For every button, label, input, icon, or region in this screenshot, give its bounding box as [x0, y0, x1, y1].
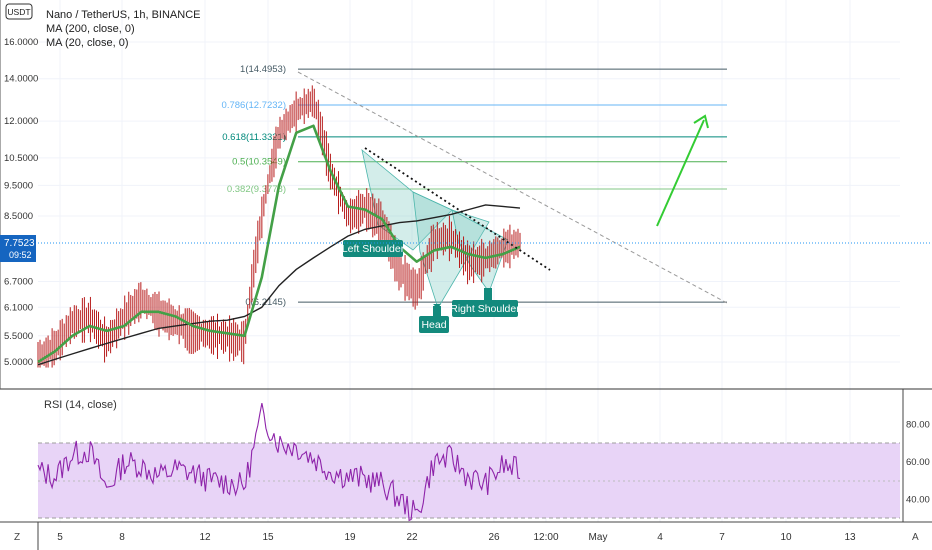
rsi-tick-label: 80.00: [906, 419, 930, 430]
time-tick-label: 26: [488, 532, 500, 543]
price-tick-label: 6.7000: [4, 276, 33, 287]
fib-label-0-5: 0.5(10.3549): [232, 157, 286, 168]
time-tick-label: 12: [199, 532, 211, 543]
rsi-axis[interactable]: 80.00 60.00 40.00: [906, 419, 930, 505]
label-right-shoulder-text: Right Shoulder: [450, 303, 520, 315]
label-right-shoulder[interactable]: Right Shoulder: [450, 288, 520, 317]
time-tick-label: 12:00: [533, 532, 558, 543]
time-tick-label: 22: [406, 532, 418, 543]
time-tick-label: 19: [344, 532, 356, 543]
legend: Nano / TetherUS, 1h, BINANCE MA (200, cl…: [46, 8, 200, 50]
projection-arrow[interactable]: [656, 114, 709, 227]
study-ma200[interactable]: MA (200, close, 0): [46, 23, 135, 35]
symbol-badge-text: USDT: [7, 7, 30, 17]
time-tick-label: 15: [262, 532, 274, 543]
time-tick-label: 7: [719, 532, 725, 543]
rsi-tick-label: 40.00: [906, 494, 930, 505]
time-tick-label: 8: [119, 532, 125, 543]
label-left-shoulder[interactable]: Left Shoulder: [342, 240, 405, 257]
price-tick-label: 14.0000: [4, 74, 38, 85]
current-price-countdown: 09:52: [9, 250, 32, 260]
price-tick-label: 9.5000: [4, 180, 33, 191]
price-tick-label: 12.0000: [4, 116, 38, 127]
chart-title[interactable]: Nano / TetherUS, 1h, BINANCE: [46, 9, 201, 21]
price-tick-label: 16.0000: [4, 37, 38, 48]
rsi-tick-label: 60.00: [906, 457, 930, 468]
ma200-line: [37, 204, 521, 366]
label-head[interactable]: Head: [419, 304, 449, 333]
rsi-label: RSI (14, close): [44, 399, 117, 411]
time-axis[interactable]: 5 8 12 15 19 22 26 12:00 May 4 7 10 13: [57, 532, 856, 543]
price-axis[interactable]: 16.0000 14.0000 12.0000 10.5000 9.5000 8.5000…: [0, 0, 38, 389]
price-tick-label: 10.5000: [4, 153, 38, 164]
time-tick-label: 4: [657, 532, 663, 543]
label-head-text: Head: [421, 319, 446, 331]
ma20-line: [37, 124, 521, 364]
price-candles: [37, 85, 521, 368]
price-tick-label: 5.0000: [4, 357, 33, 368]
time-tick-label: May: [589, 532, 608, 543]
symbol-badge[interactable]: USDT: [5, 3, 33, 20]
fib-label-1: 1(14.4953): [240, 64, 286, 75]
fib-label-0-382: 0.382(9.3778): [227, 184, 286, 195]
current-price-value: 7.7523: [4, 238, 35, 249]
fib-label-0-786: 0.786(12.7232): [222, 100, 286, 111]
corner-right-label[interactable]: A: [912, 532, 919, 543]
fib-label-0-618: 0.618(11.3321): [222, 132, 286, 143]
rsi-line: [37, 402, 521, 522]
grid: [38, 0, 900, 522]
label-left-shoulder-text: Left Shoulder: [342, 243, 405, 255]
neckline-dotted[interactable]: [364, 147, 551, 271]
price-tick-label: 5.5000: [4, 331, 33, 342]
current-price-tag: 7.7523 09:52: [0, 235, 932, 262]
price-tick-label: 8.5000: [4, 211, 33, 222]
study-ma20[interactable]: MA (20, close, 0): [46, 37, 129, 49]
descending-trendline-dashed[interactable]: [297, 71, 728, 304]
time-tick-label: 13: [844, 532, 856, 543]
time-tick-label: 5: [57, 532, 63, 543]
time-tick-label: 10: [780, 532, 792, 543]
rsi-pane[interactable]: RSI (14, close): [37, 399, 900, 522]
corner-left-label[interactable]: Z: [14, 532, 20, 543]
price-tick-label: 6.1000: [4, 302, 33, 313]
